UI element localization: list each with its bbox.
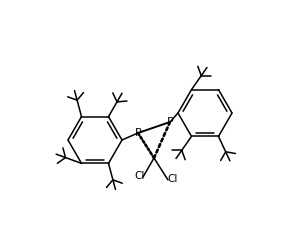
Text: P: P [167,117,173,127]
Text: Cl: Cl [168,174,178,184]
Text: P: P [135,128,141,138]
Text: Cl: Cl [135,171,145,181]
